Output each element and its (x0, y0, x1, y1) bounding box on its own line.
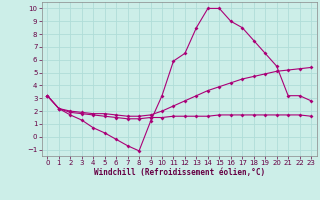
X-axis label: Windchill (Refroidissement éolien,°C): Windchill (Refroidissement éolien,°C) (94, 168, 265, 177)
